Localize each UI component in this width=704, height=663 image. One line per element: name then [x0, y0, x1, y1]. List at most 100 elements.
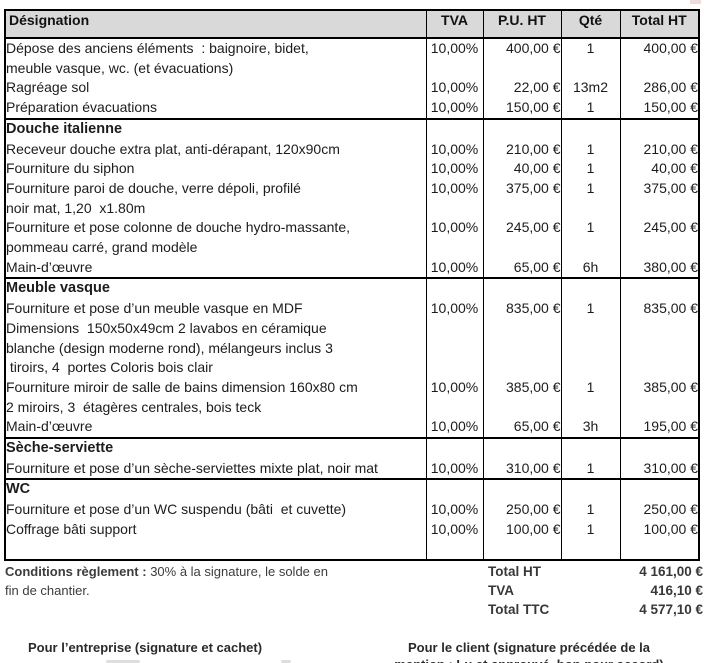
cell-designation: Préparation évacuations	[6, 99, 157, 116]
cell-total: 380,00 €	[619, 257, 699, 279]
column-header-tva: TVA	[425, 10, 483, 39]
cell-tva: 10,00%	[425, 377, 483, 418]
cell-pu: 40,00 €	[482, 159, 561, 179]
total-ht-value: 4 161,00 €	[639, 564, 703, 579]
quote-table: Désignation TVA P.U. HT Qté Total HT Dép…	[4, 9, 700, 561]
cell-designation: Fourniture et pose d’un WC suspendu (bât…	[6, 501, 347, 518]
table-row: Main-d’œuvre 10,00% 65,00 €6h 380,00 €	[5, 257, 699, 279]
cell-qte	[560, 478, 620, 501]
cell-pu	[482, 539, 561, 560]
cell-total	[619, 117, 699, 140]
scan-artifact	[281, 660, 291, 663]
cell-tva: 10,00%	[425, 218, 483, 258]
cell-qte: 1	[560, 159, 620, 179]
cell-pu: 835,00 €	[482, 299, 561, 378]
cell-total: 375,00 €	[619, 178, 699, 219]
cell-tva	[425, 539, 483, 560]
cell-pu: 385,00 €	[482, 377, 561, 418]
client-signature-label: Pour le client (signature précédée de la…	[394, 640, 663, 663]
table-row: Préparation évacuations 10,00% 150,00 €1 15…	[5, 98, 699, 119]
cell-qte: 1	[560, 139, 620, 160]
cell-designation: Fourniture et pose d’un meuble vasque en…	[6, 300, 333, 376]
cell-qte: 1	[560, 38, 620, 79]
table-row: Receveur douche extra plat, anti-dérapan…	[5, 139, 699, 160]
cell-designation: Receveur douche extra plat, anti-dérapan…	[6, 140, 340, 157]
cell-qte: 1	[560, 178, 620, 219]
column-header-total-ht: Total HT	[619, 10, 699, 39]
cell-designation: Ragréage sol	[6, 79, 90, 96]
cell-qte	[560, 437, 620, 459]
cell-pu	[482, 478, 561, 501]
section-row: Sèche-serviette	[5, 437, 699, 459]
totals-block: Total HT 4 161,00 € TVA 416,10 € Total T…	[486, 562, 703, 619]
column-header-pu-ht: P.U. HT	[482, 10, 561, 39]
total-ttc-label: Total TTC	[488, 602, 550, 617]
scan-artifact	[690, 0, 701, 4]
cell-tva: 10,00%	[425, 500, 483, 520]
cell-total	[619, 539, 699, 560]
cell-pu: 65,00 €	[482, 417, 561, 439]
cell-tva: 10,00%	[425, 159, 483, 179]
cell-pu: 245,00 €	[482, 218, 561, 258]
payment-conditions: Conditions règlement : 30% à la signatur…	[5, 562, 357, 600]
total-ttc-value: 4 577,10 €	[639, 602, 703, 617]
cell-qte: 1	[560, 500, 620, 520]
cell-tva: 10,00%	[425, 78, 483, 99]
cell-pu: 400,00 €	[482, 38, 561, 79]
table-row: Fourniture paroi de douche, verre dépoli…	[5, 178, 699, 219]
cell-tva	[425, 117, 483, 140]
cell-designation	[5, 540, 426, 560]
cell-tva: 10,00%	[425, 98, 483, 119]
column-header-designation: Désignation	[5, 10, 426, 39]
table-row: Fourniture miroir de salle de bains dime…	[5, 377, 699, 418]
cell-designation: Main-d’œuvre	[6, 258, 93, 275]
cell-total: 40,00 €	[619, 159, 699, 179]
cell-qte: 13m2	[560, 78, 620, 99]
table-row: Fourniture et pose d’un meuble vasque en…	[5, 299, 699, 378]
total-ht-label: Total HT	[488, 564, 541, 579]
cell-tva	[425, 437, 483, 459]
cell-qte	[560, 277, 620, 300]
cell-designation: Main-d’œuvre	[6, 418, 93, 435]
cell-tva	[425, 277, 483, 300]
cell-pu	[482, 277, 561, 300]
cell-pu: 150,00 €	[482, 98, 561, 119]
cell-pu: 210,00 €	[482, 139, 561, 160]
cell-total: 835,00 €	[619, 299, 699, 378]
cell-total: 286,00 €	[619, 78, 699, 99]
cell-designation: Douche italienne	[5, 117, 426, 140]
cell-designation: WC	[5, 478, 426, 501]
quote-table-body: Dépose des anciens éléments : baignoire,…	[5, 38, 699, 560]
cell-qte: 6h	[560, 257, 620, 279]
spacer-row	[5, 539, 699, 560]
cell-total: 210,00 €	[619, 139, 699, 160]
cell-qte: 1	[560, 519, 620, 540]
section-row: Douche italienne	[5, 117, 699, 140]
section-row: Meuble vasque	[5, 277, 699, 300]
cell-pu	[482, 117, 561, 140]
cell-designation: Meuble vasque	[5, 277, 426, 300]
cell-designation: Dépose des anciens éléments : baignoire,…	[6, 40, 309, 76]
cell-total	[619, 277, 699, 300]
cell-qte: 1	[560, 377, 620, 418]
cell-pu: 65,00 €	[482, 257, 561, 279]
cell-designation: Coffrage bâti support	[6, 520, 137, 537]
column-header-qte: Qté	[560, 10, 620, 39]
cell-tva: 10,00%	[425, 299, 483, 378]
cell-designation: Sèche-serviette	[5, 437, 426, 459]
table-row: Fourniture et pose colonne de douche hyd…	[5, 218, 699, 258]
payment-conditions-text-line2: fin de chantier.	[5, 583, 90, 598]
cell-pu: 375,00 €	[482, 178, 561, 219]
cell-tva: 10,00%	[425, 458, 483, 480]
quote-table-header: Désignation TVA P.U. HT Qté Total HT	[5, 10, 699, 39]
cell-tva	[425, 478, 483, 501]
cell-pu: 100,00 €	[482, 519, 561, 540]
table-row: Fourniture du siphon 10,00% 40,00 €1 40,00 …	[5, 159, 699, 179]
cell-pu: 250,00 €	[482, 500, 561, 520]
cell-total: 150,00 €	[619, 98, 699, 119]
cell-total: 195,00 €	[619, 417, 699, 439]
header-row: Désignation TVA P.U. HT Qté Total HT	[5, 10, 699, 39]
table-row: Fourniture et pose d’un sèche-serviettes…	[5, 458, 699, 480]
cell-total: 250,00 €	[619, 500, 699, 520]
